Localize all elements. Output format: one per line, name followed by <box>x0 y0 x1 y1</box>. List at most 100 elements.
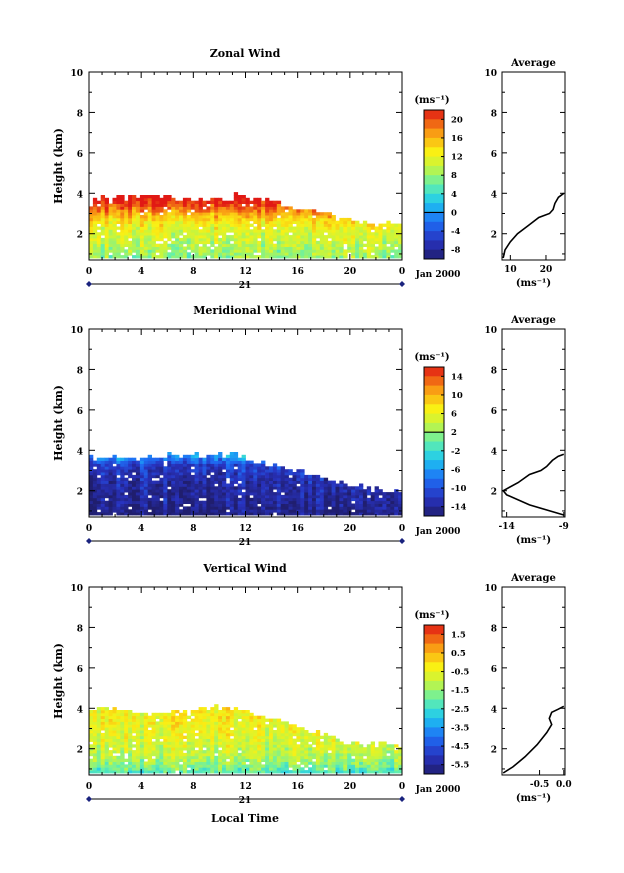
heatmap-cell <box>253 472 258 476</box>
heatmap-cell <box>194 718 199 722</box>
heatmap-cell <box>198 503 203 507</box>
heatmap-cell <box>229 480 235 484</box>
heatmap-cell <box>241 718 246 722</box>
heatmap-cell <box>257 767 262 771</box>
heatmap-cell <box>276 735 282 739</box>
average-y-tick-label: 8 <box>491 366 497 376</box>
heatmap-cell <box>179 226 184 230</box>
heatmap-cell <box>339 217 344 222</box>
heatmap-cell <box>253 212 258 216</box>
heatmap-cell <box>218 494 223 499</box>
heatmap-cell <box>229 732 235 737</box>
heatmap-cell <box>359 506 364 510</box>
heatmap-cell <box>112 747 117 751</box>
heatmap-cell <box>386 500 391 504</box>
heatmap-cell <box>92 512 98 516</box>
heatmap-cell <box>304 240 309 245</box>
heatmap-cell <box>92 770 98 774</box>
heatmap-cell <box>233 492 239 496</box>
heatmap-cell <box>89 506 94 510</box>
heatmap-cell <box>92 767 98 771</box>
heatmap-cell <box>300 240 305 245</box>
heatmap-cell <box>229 483 235 487</box>
heatmap-cell <box>159 724 164 728</box>
heatmap-cell <box>171 249 176 253</box>
heatmap-cell <box>171 712 176 717</box>
heatmap-cell <box>151 229 156 233</box>
heatmap-cell <box>163 747 168 751</box>
heatmap-cell <box>155 223 160 227</box>
heatmap-cell <box>245 741 250 745</box>
heatmap-cell <box>190 744 195 748</box>
heatmap-cell <box>179 249 184 253</box>
heatmap-cell <box>241 469 246 473</box>
heatmap-cell <box>304 761 309 765</box>
heatmap-cell <box>190 721 195 725</box>
heatmap-cell <box>120 492 125 496</box>
colorbar-segment <box>424 643 444 654</box>
heatmap-cell <box>269 480 274 484</box>
heatmap-cell <box>163 755 168 760</box>
heatmap-cell <box>269 718 274 722</box>
heatmap-cell <box>261 463 266 467</box>
heatmap-cell <box>124 463 129 467</box>
heatmap-cell <box>323 229 329 233</box>
heatmap-cell <box>190 732 195 737</box>
heatmap-cell <box>276 718 282 722</box>
heatmap-cell <box>362 223 368 227</box>
heatmap-cell <box>225 469 231 473</box>
heatmap-cell <box>265 243 270 247</box>
heatmap-cell <box>378 755 383 760</box>
heatmap-cell <box>229 466 235 470</box>
heatmap-cell <box>159 486 164 490</box>
heatmap-cell <box>143 463 149 467</box>
heatmap-cell <box>339 506 344 510</box>
heatmap-cell <box>241 755 246 760</box>
heatmap-cell <box>315 474 321 479</box>
heatmap-cell <box>272 217 278 222</box>
heatmap-cell <box>359 512 364 516</box>
heatmap-cell <box>139 718 145 722</box>
average-title: Average <box>510 573 556 584</box>
heatmap-cell <box>198 506 203 510</box>
panel-title: Vertical Wind <box>202 562 287 575</box>
heatmap-cell <box>147 503 152 507</box>
y-tick-label: 8 <box>77 624 83 634</box>
heatmap-cell <box>253 469 258 473</box>
heatmap-cell <box>171 480 176 484</box>
heatmap-cell <box>257 747 262 751</box>
heatmap-cell <box>245 209 250 213</box>
heatmap-cell <box>265 483 270 487</box>
heatmap-cell <box>257 255 262 259</box>
heatmap-cell <box>304 509 309 513</box>
heatmap-cell <box>249 480 254 484</box>
heatmap-cell <box>159 197 164 202</box>
heatmap-cell <box>308 217 313 222</box>
heatmap-cell <box>96 712 102 717</box>
heatmap-cell <box>378 249 383 253</box>
heatmap-cell <box>167 489 172 493</box>
heatmap-cell <box>206 744 211 748</box>
heatmap-cell <box>362 232 368 236</box>
heatmap-cell <box>112 497 117 502</box>
heatmap-cell <box>132 509 137 513</box>
heatmap-cell <box>323 732 329 737</box>
heatmap-cell <box>222 735 227 739</box>
heatmap-cell <box>233 744 239 748</box>
heatmap-cell <box>104 755 109 760</box>
heatmap-cell <box>186 730 192 734</box>
heatmap-cell <box>394 755 399 760</box>
heatmap-cell <box>245 730 250 734</box>
heatmap-cell <box>190 494 195 499</box>
heatmap-cell <box>139 752 145 757</box>
heatmap-cell <box>382 764 387 768</box>
heatmap-cell <box>343 226 348 230</box>
heatmap-cell <box>284 480 289 484</box>
heatmap-cell <box>202 489 207 493</box>
heatmap-cell <box>147 246 152 250</box>
average-y-tick-label: 8 <box>491 624 497 634</box>
colorbar-tick-label: 2 <box>451 428 457 438</box>
heatmap-cell <box>257 249 262 253</box>
heatmap-cell <box>182 718 188 722</box>
heatmap-cell <box>198 472 203 476</box>
